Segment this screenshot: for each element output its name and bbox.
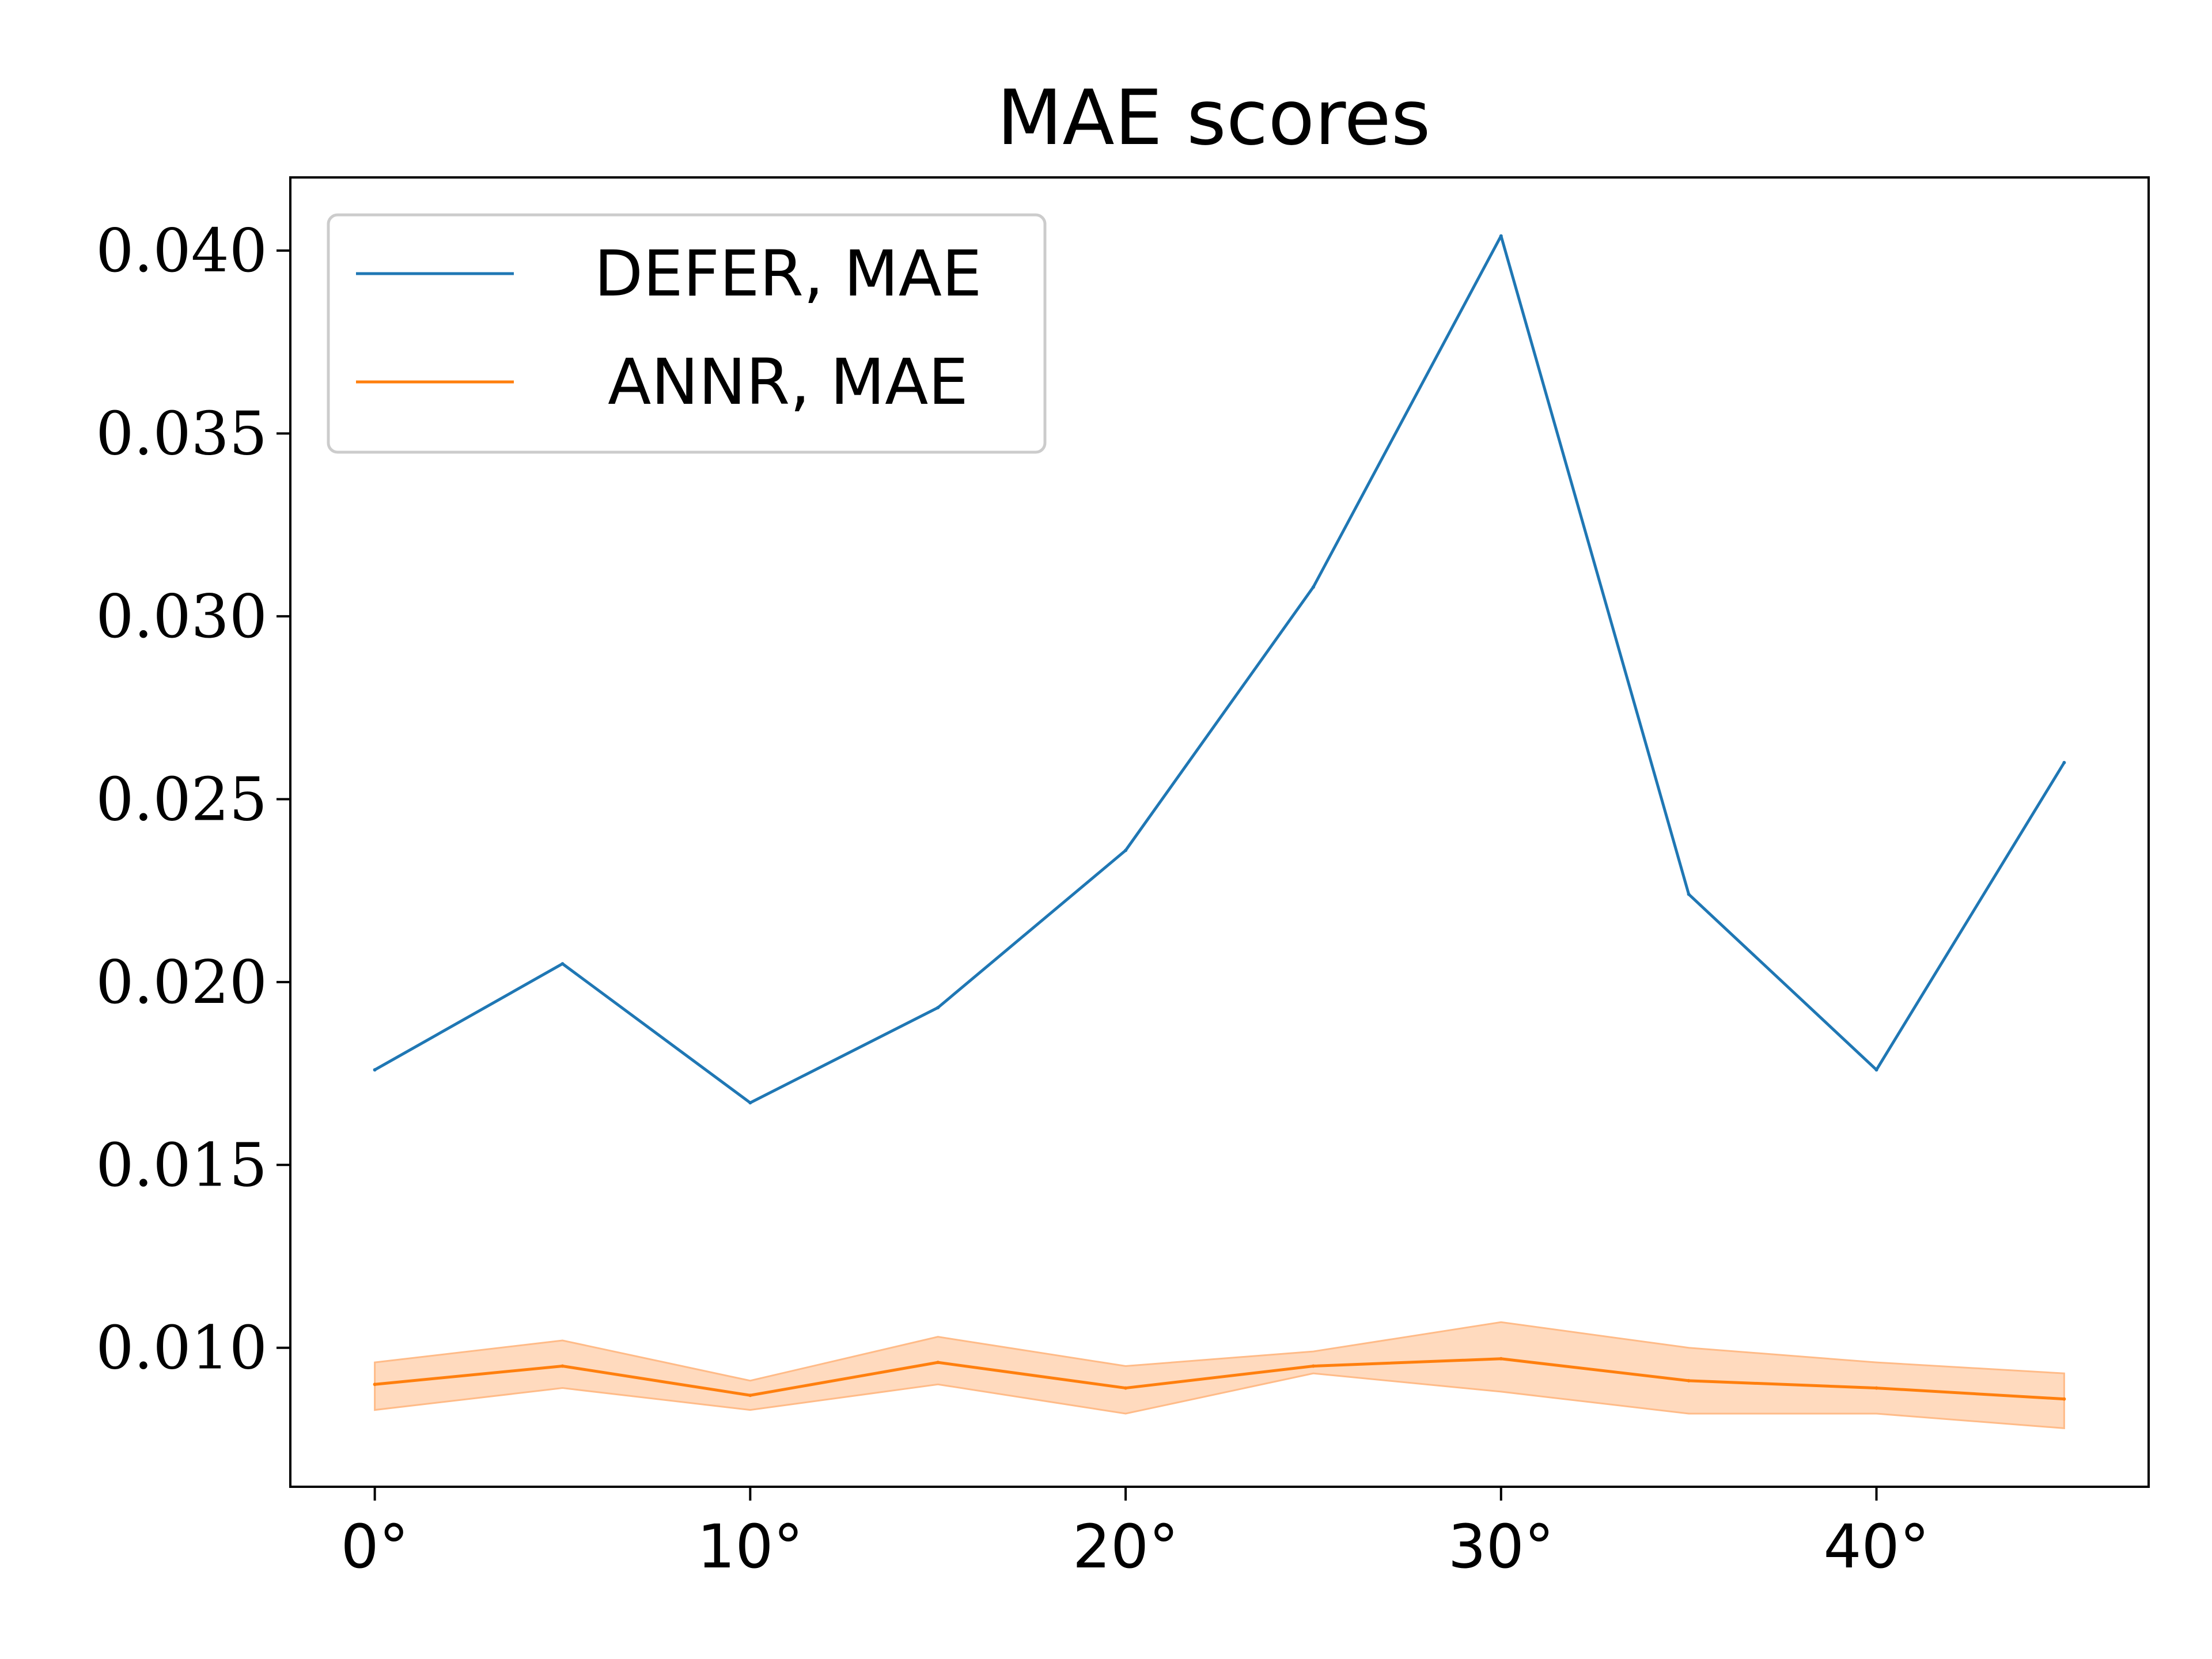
series-1-point: [1499, 234, 1503, 238]
series-2-point: [1874, 1386, 1878, 1390]
x-tick-label: 30°: [1448, 1512, 1554, 1582]
series-1-point: [1311, 585, 1315, 589]
legend-label-1: DEFER, MAE: [594, 237, 982, 310]
chart-title: MAE scores: [997, 74, 1430, 162]
series-line-2: [374, 1357, 2065, 1401]
y-tick-label: 0.010: [96, 1313, 267, 1383]
plot-area: 0.010 0.015 0.020 0.025 0.030 0.035 0.040 0° 10°…: [96, 215, 2066, 1582]
series-1-point: [560, 962, 565, 966]
x-tick-label: 0°: [341, 1512, 409, 1582]
series-1-point: [2062, 760, 2066, 764]
series-2-point: [2062, 1397, 2066, 1401]
series-2-point: [1687, 1378, 1691, 1382]
series-2-point: [936, 1361, 940, 1365]
series-1-point: [1687, 892, 1691, 896]
series-2-point: [1311, 1364, 1315, 1368]
series-1-point: [1874, 1068, 1878, 1072]
y-tick-label: 0.015: [96, 1130, 267, 1200]
legend: DEFER, MAE ANNR, MAE: [327, 213, 1047, 454]
y-tick-label: 0.020: [96, 947, 267, 1017]
series-2-point: [1124, 1386, 1128, 1390]
plot-frame: [289, 176, 2150, 1488]
series-2-point: [1499, 1357, 1503, 1361]
x-tick-label: 10°: [697, 1512, 803, 1582]
series-band-2: [374, 1321, 2065, 1430]
legend-label-2: ANNR, MAE: [608, 345, 968, 419]
y-tick-label: 0.030: [96, 581, 267, 652]
series-2-point: [560, 1364, 565, 1368]
x-tick-label: 20°: [1073, 1512, 1179, 1582]
series-1-point: [373, 1068, 377, 1072]
y-tick-label: 0.025: [96, 764, 267, 834]
series-line-1: [374, 234, 2066, 1104]
series-1-point: [1124, 849, 1128, 853]
y-tick-label: 0.035: [96, 398, 267, 468]
series-1-point: [748, 1101, 752, 1105]
series-2-point: [373, 1382, 377, 1387]
series-1-point: [936, 1006, 940, 1010]
x-tick-label: 40°: [1823, 1512, 1929, 1582]
y-tick-label: 0.040: [96, 215, 267, 286]
series-2-point: [748, 1393, 752, 1397]
